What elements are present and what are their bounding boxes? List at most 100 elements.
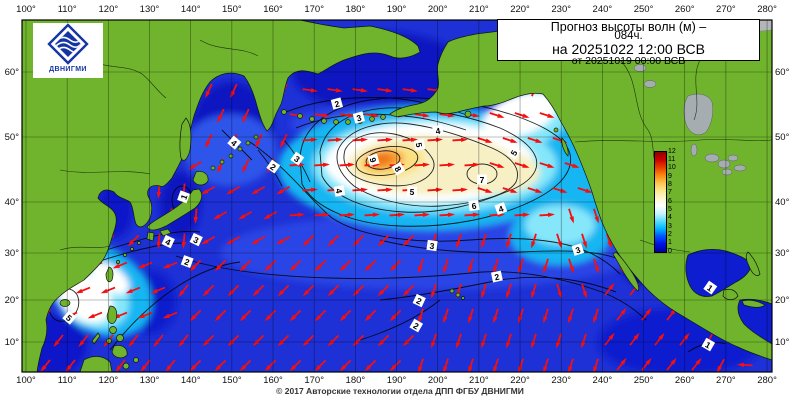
lon-label-top: 240° [593, 4, 613, 15]
lat-label-right: 60° [775, 67, 790, 78]
contour-label: 2 [490, 270, 503, 283]
lat-label-right: 20° [775, 295, 790, 306]
contour-label: 3 [426, 239, 438, 252]
svg-text:2: 2 [494, 272, 501, 283]
lat-label-left: 50° [5, 132, 20, 143]
contour-label: 4 [161, 234, 175, 249]
dvnigmi-logo-icon [47, 23, 89, 65]
svg-text:6: 6 [471, 201, 477, 212]
svg-text:1: 1 [178, 193, 189, 201]
copyright-line: © 2017 Авторские технологии отдела ДПП Ф… [276, 386, 524, 396]
svg-text:5: 5 [508, 148, 519, 157]
contour-label: 8 [391, 161, 406, 176]
lat-label-left: 40° [5, 197, 20, 208]
lon-label-top: 180° [346, 4, 366, 15]
lon-label-bottom: 280° [757, 375, 777, 386]
colorbar-tick-label: 0 [668, 247, 672, 255]
lon-label-bottom: 210° [469, 375, 489, 386]
svg-text:1: 1 [703, 339, 712, 350]
colorbar-tick-label: 1 [668, 239, 672, 247]
lon-label-bottom: 230° [551, 375, 571, 386]
lat-label-left: 30° [5, 248, 20, 259]
lon-label-top: 210° [469, 4, 489, 15]
colorbar-tick-label: 5 [668, 205, 672, 213]
lon-label-top: 230° [551, 4, 571, 15]
svg-text:5: 5 [64, 313, 74, 324]
land-layer [22, 20, 772, 372]
lon-label-bottom: 140° [181, 375, 201, 386]
lon-label-top: 250° [634, 4, 654, 15]
lon-label-bottom: 150° [222, 375, 242, 386]
colorbar-tick-label: 2 [668, 230, 672, 238]
contour-label: 2 [409, 318, 424, 333]
lon-label-top: 190° [387, 4, 407, 15]
svg-text:1: 1 [705, 283, 715, 294]
svg-text:5: 5 [409, 187, 415, 197]
contour-label: 5 [506, 145, 521, 160]
svg-text:4: 4 [164, 236, 173, 247]
lat-label-right: 40° [775, 197, 790, 208]
logo-org-label: ДВНИГМИ [49, 66, 87, 73]
lon-label-top: 120° [99, 4, 119, 15]
svg-text:2: 2 [411, 320, 420, 331]
lon-label-top: 140° [181, 4, 201, 15]
lon-label-bottom: 250° [634, 375, 654, 386]
colorbar-gradient [654, 151, 667, 253]
contour-label: 4 [227, 135, 242, 150]
svg-text:4: 4 [497, 203, 505, 214]
lat-label-left: 10° [5, 337, 20, 348]
lon-label-top: 200° [428, 4, 448, 15]
lon-label-bottom: 170° [304, 375, 324, 386]
svg-text:3: 3 [192, 234, 201, 245]
lon-label-bottom: 120° [99, 375, 119, 386]
lon-label-bottom: 110° [58, 375, 77, 386]
svg-text:2: 2 [268, 162, 278, 173]
lon-label-top: 170° [304, 4, 324, 15]
lon-label-top: 150° [222, 4, 242, 15]
svg-text:2: 2 [333, 98, 340, 109]
contour-label: 2 [266, 159, 281, 174]
title-line2: 084ч. [614, 29, 643, 42]
lon-label-bottom: 160° [263, 375, 283, 386]
lon-label-top: 160° [263, 4, 283, 15]
lon-label-bottom: 220° [510, 375, 530, 386]
lat-label-right: 50° [775, 132, 790, 143]
lon-label-top: 280° [757, 4, 777, 15]
contour-label: 6 [468, 199, 480, 212]
lon-label-top: 130° [140, 4, 160, 15]
lakes [633, 64, 747, 176]
svg-text:4: 4 [229, 138, 239, 149]
forecast-title-box: Прогноз высоты волн (м) – 084ч. на 20251… [497, 19, 760, 66]
colorbar-tick-label: 9 [668, 172, 672, 180]
contour-label: 2 [330, 97, 343, 110]
lon-label-bottom: 130° [140, 375, 160, 386]
lon-label-bottom: 240° [593, 375, 613, 386]
lon-label-top: 100° [16, 4, 36, 15]
svg-text:3: 3 [574, 244, 582, 255]
lon-label-top: 260° [675, 4, 695, 15]
contour-label: 3 [571, 243, 585, 256]
lon-label-bottom: 270° [716, 375, 736, 386]
colorbar-tick-label: 8 [668, 180, 672, 188]
contour-label: 1 [701, 337, 716, 352]
lon-label-bottom: 260° [675, 375, 695, 386]
contour-label: 2 [412, 293, 426, 308]
svg-text:3: 3 [429, 241, 435, 252]
contour-label: 4 [334, 185, 346, 197]
contour-label: 3 [189, 232, 203, 247]
svg-text:3: 3 [355, 112, 362, 123]
svg-text:5: 5 [414, 142, 425, 149]
lat-label-right: 10° [775, 337, 790, 348]
lon-label-top: 110° [58, 4, 77, 15]
colorbar-tick-label: 7 [668, 189, 672, 197]
svg-text:7: 7 [480, 175, 485, 185]
title-line4: от 20251019 00:00 ВСВ [571, 55, 686, 67]
lon-label-bottom: 100° [16, 375, 36, 386]
contour-label: 7 [477, 174, 487, 185]
svg-text:4: 4 [334, 188, 345, 195]
lon-label-top: 220° [510, 4, 530, 15]
